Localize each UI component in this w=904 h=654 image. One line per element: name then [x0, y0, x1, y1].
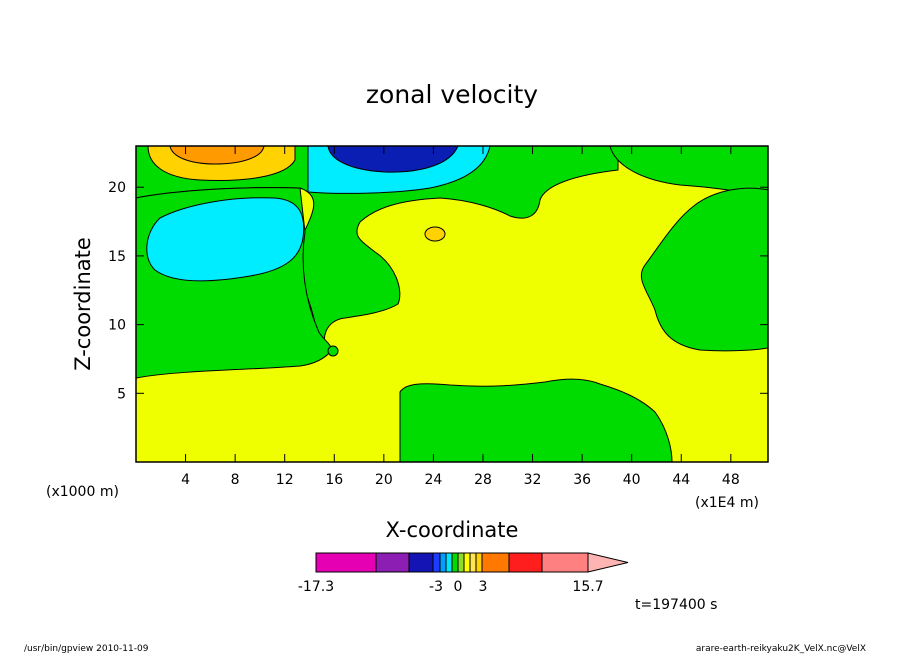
colorbar-bin-9: [464, 553, 470, 572]
colorbar-separators: [375, 553, 543, 572]
contour-weak-negative-bottom: [399, 378, 673, 462]
contour-moderate-negative-left-blob: [146, 197, 305, 282]
contour-moderate-positive-top-left: [169, 146, 265, 165]
colorbar-frame: [315, 552, 589, 573]
x-axis-label: X-coordinate: [386, 518, 519, 542]
footer-right: arare-earth-reikyaku2K_VelX.nc@VelX: [696, 644, 866, 654]
x-tick-label: 20: [375, 472, 393, 488]
colorbar-bin-6: [446, 553, 452, 572]
colorbar-bin-5: [440, 553, 446, 572]
colorbar-label-pos3: 3: [479, 579, 488, 595]
colorbar-bin-11: [476, 553, 482, 572]
colorbar-bin-10: [470, 553, 476, 572]
y-tick-label: 5: [117, 386, 126, 402]
colorbar: -17.3 -3 0 3 15.7: [298, 552, 629, 595]
colorbar-bin-4: [433, 553, 440, 572]
x-tick-label: 48: [722, 472, 740, 488]
chart-title: zonal velocity: [366, 80, 538, 109]
colorbar-bin-13: [509, 553, 542, 572]
y-axis-label: Z-coordinate: [71, 237, 95, 371]
colorbar-bin-3: [409, 553, 433, 572]
colorbar-bin-12: [482, 553, 509, 572]
y-axis-ticks: [136, 186, 768, 394]
contour-weak-positive-small-spot: [424, 226, 446, 242]
contour-weak-negative-right-lobe: [640, 187, 768, 352]
x-tick-label: 44: [672, 472, 690, 488]
y-tick-label: 15: [108, 249, 126, 265]
y-axis-tick-labels: 5 10 15 20: [108, 180, 126, 402]
x-tick-label: 16: [325, 472, 343, 488]
colorbar-extend-triangle: [587, 552, 629, 573]
x-tick-label: 4: [181, 472, 190, 488]
colorbar-label-zero: 0: [454, 579, 463, 595]
contour-weak-negative-small-spot: [327, 345, 339, 357]
colorbar-bin-8: [458, 553, 464, 572]
footer-left: /usr/bin/gpview 2010-11-09: [24, 644, 149, 654]
colorbar-label-max: 15.7: [572, 579, 603, 595]
x-tick-label: 36: [573, 472, 591, 488]
colorbar-bin-14: [542, 553, 588, 572]
y-tick-label: 20: [108, 180, 126, 196]
x-tick-label: 28: [474, 472, 492, 488]
x-tick-label: 24: [424, 472, 442, 488]
x-axis-tick-labels: 4 8 12 16 20 24 28 32 36 40 44 48: [181, 472, 740, 488]
x-tick-label: 12: [276, 472, 294, 488]
colorbar-label-neg3: -3: [429, 579, 443, 595]
colorbar-bin-2: [376, 553, 409, 572]
contour-weak-negative-upper-left: [136, 146, 619, 354]
colorbar-bin-7: [452, 553, 458, 572]
time-annotation: t=197400 s: [635, 597, 717, 613]
contour-strong-negative-top-center: [327, 146, 459, 173]
x-unit-right-label: (x1E4 m): [695, 495, 759, 511]
x-tick-label: 8: [231, 472, 240, 488]
plot-frame: [135, 145, 769, 463]
x-tick-label: 32: [524, 472, 542, 488]
plot-area: [136, 146, 768, 462]
x-tick-label: 40: [623, 472, 641, 488]
x-axis-ticks: [185, 146, 732, 462]
y-tick-label: 10: [108, 318, 126, 334]
x-unit-left-label: (x1000 m): [46, 484, 119, 500]
colorbar-bin-1: [316, 553, 376, 572]
colorbar-label-min: -17.3: [298, 579, 334, 595]
